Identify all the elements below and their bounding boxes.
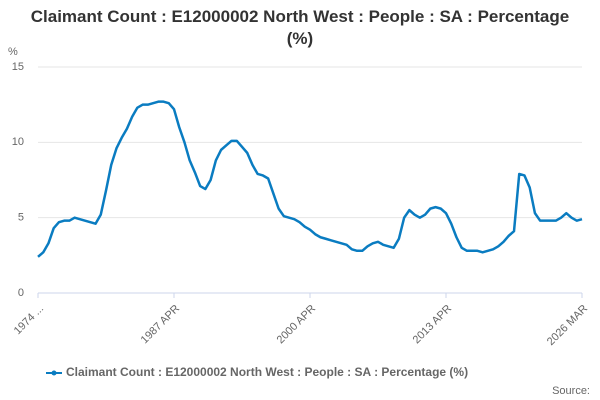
legend-marker <box>51 370 57 376</box>
x-tick-label: 2013 APR <box>411 303 455 347</box>
y-axis-label: % <box>8 46 18 58</box>
y-tick-label: 15 <box>12 61 24 73</box>
y-tick-label: 0 <box>18 287 24 299</box>
x-tick-label: 2000 APR <box>275 303 319 347</box>
x-tick-label: 1974 ... <box>12 303 46 337</box>
y-tick-label: 10 <box>12 136 24 148</box>
x-tick-label: 1987 APR <box>139 303 183 347</box>
data-line <box>37 100 583 258</box>
y-tick-label: 5 <box>18 212 24 224</box>
x-tick-label: 2026 MAR <box>545 303 590 348</box>
legend-label: Claimant Count : E12000002 North West : … <box>66 365 468 379</box>
source: Source: <box>552 385 590 397</box>
chart-title: Claimant Count : E12000002 North West : … <box>30 7 570 48</box>
